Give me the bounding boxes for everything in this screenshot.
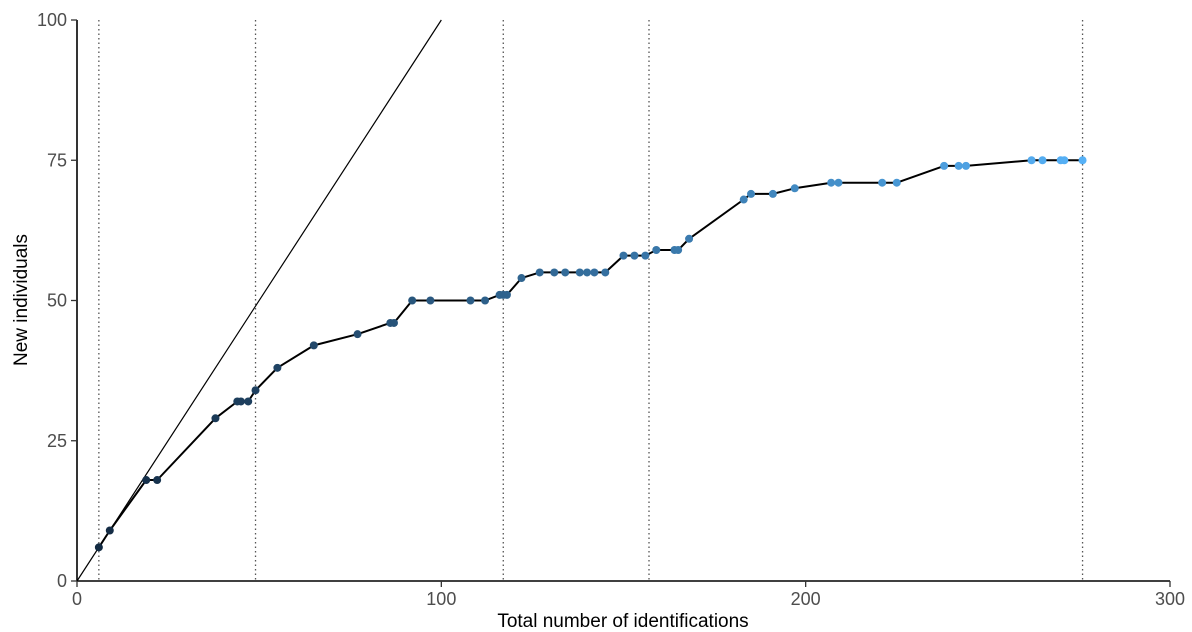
x-axis-ticks: 0 100 200 300 bbox=[72, 581, 1185, 609]
data-point-6 bbox=[236, 397, 245, 406]
identity-reference-line bbox=[76, 19, 442, 582]
data-point-26 bbox=[583, 268, 592, 277]
x-tick-label-3: 300 bbox=[1155, 589, 1185, 609]
y-tick-label-2: 50 bbox=[47, 291, 67, 311]
data-point-28 bbox=[601, 268, 610, 277]
data-point-40 bbox=[827, 178, 836, 187]
data-point-35 bbox=[685, 234, 694, 243]
data-point-21 bbox=[517, 274, 526, 283]
data-point-43 bbox=[892, 178, 901, 187]
data-point-1 bbox=[105, 526, 114, 535]
series-path bbox=[98, 159, 1083, 548]
x-tick-label-1: 100 bbox=[426, 589, 456, 609]
data-point-14 bbox=[408, 296, 417, 305]
data-point-24 bbox=[561, 268, 570, 277]
data-point-8 bbox=[251, 386, 260, 395]
data-point-11 bbox=[353, 330, 362, 339]
axes bbox=[76, 20, 1170, 582]
data-point-16 bbox=[466, 296, 475, 305]
data-point-4 bbox=[211, 414, 220, 423]
y-tick-label-0: 0 bbox=[57, 571, 67, 591]
y-tick-label-3: 75 bbox=[47, 150, 67, 170]
data-point-45 bbox=[954, 161, 963, 170]
data-point-15 bbox=[426, 296, 435, 305]
x-tick-label-0: 0 bbox=[72, 589, 82, 609]
data-point-3 bbox=[153, 476, 162, 485]
data-points bbox=[94, 156, 1087, 552]
data-point-13 bbox=[389, 318, 398, 327]
data-point-36 bbox=[739, 195, 748, 204]
data-point-2 bbox=[142, 476, 151, 485]
data-point-9 bbox=[273, 363, 282, 372]
data-point-31 bbox=[641, 251, 650, 260]
data-point-47 bbox=[1027, 156, 1036, 165]
data-point-10 bbox=[309, 341, 318, 350]
y-tick-label-4: 100 bbox=[37, 10, 67, 30]
y-tick-label-1: 25 bbox=[47, 431, 67, 451]
data-point-32 bbox=[652, 246, 661, 255]
x-tick-label-2: 200 bbox=[791, 589, 821, 609]
data-point-30 bbox=[630, 251, 639, 260]
data-point-22 bbox=[535, 268, 544, 277]
data-point-50 bbox=[1060, 156, 1069, 165]
data-point-29 bbox=[619, 251, 628, 260]
vertical-reference-lines bbox=[98, 20, 1084, 581]
data-point-0 bbox=[94, 543, 103, 552]
data-point-37 bbox=[747, 189, 756, 198]
data-point-46 bbox=[961, 161, 970, 170]
data-point-44 bbox=[940, 161, 949, 170]
reference-line bbox=[76, 19, 442, 582]
data-point-48 bbox=[1038, 156, 1047, 165]
x-axis-title: Total number of identifications bbox=[497, 611, 748, 632]
data-point-41 bbox=[834, 178, 843, 187]
data-point-23 bbox=[550, 268, 559, 277]
data-point-27 bbox=[590, 268, 599, 277]
data-point-51 bbox=[1078, 156, 1087, 165]
data-point-34 bbox=[674, 246, 683, 255]
y-axis-title: New individuals bbox=[11, 234, 32, 366]
data-point-39 bbox=[790, 184, 799, 193]
data-point-20 bbox=[502, 290, 511, 299]
data-point-17 bbox=[481, 296, 490, 305]
data-point-25 bbox=[575, 268, 584, 277]
series-line bbox=[98, 159, 1083, 548]
data-point-7 bbox=[244, 397, 253, 406]
data-point-38 bbox=[768, 189, 777, 198]
y-axis-ticks: 0 25 50 75 100 bbox=[37, 10, 77, 591]
data-point-42 bbox=[878, 178, 887, 187]
